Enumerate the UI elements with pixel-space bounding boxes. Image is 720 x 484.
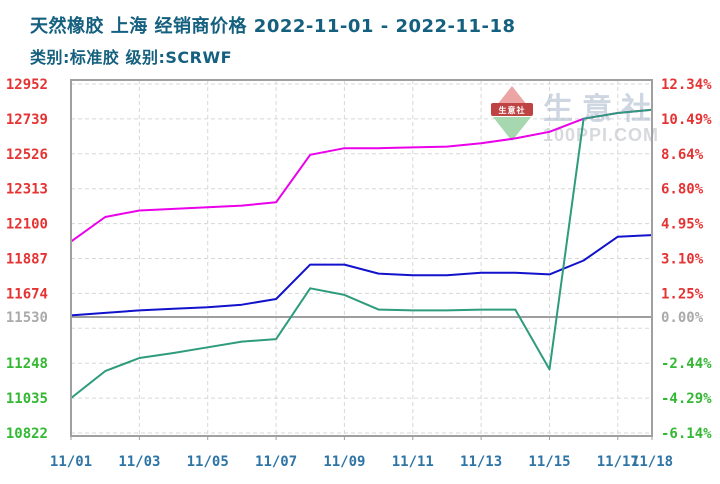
y-right-tick-label: 1.25%: [661, 286, 704, 302]
x-tick-label: 11/15: [528, 454, 570, 470]
y-right-tick-label: -6.14%: [661, 426, 712, 442]
y-left-tick-label: 12100: [6, 217, 48, 233]
y-right-tick-label: -2.44%: [661, 356, 712, 372]
mainstream-price-line: [70, 234, 653, 317]
high-price-line: [70, 108, 653, 243]
x-tick-label: 11/18: [631, 454, 673, 470]
low-price-line: [70, 108, 653, 399]
watermark-domain-text: 100PPI.COM: [543, 125, 659, 145]
logo-ribbon: [491, 103, 533, 116]
y-left-tick-label: 12739: [6, 112, 48, 128]
y-left-tick-label: 12313: [6, 182, 48, 198]
brand-logo-icon: 生意社: [491, 86, 533, 141]
y-right-tick-label: -4.29%: [661, 391, 712, 407]
y-right-tick-label: 4.95%: [661, 217, 704, 233]
logo-down-triangle: [493, 117, 531, 141]
x-tick-label: 11/09: [323, 454, 365, 470]
y-right-tick-label: 3.10%: [661, 252, 704, 268]
y-left-tick-label: 11887: [6, 252, 48, 268]
baseline-pct-label: 0.00%: [661, 310, 704, 326]
x-tick-label: 11/17: [597, 454, 639, 470]
y-right-tick-label: 12.34%: [661, 77, 712, 93]
y-left-tick-label: 12952: [6, 77, 48, 93]
y-left-tick-label: 11035: [6, 391, 48, 407]
chart-title: 天然橡胶 上海 经销商价格 2022-11-01 - 2022-11-18: [30, 16, 516, 37]
y-left-tick-label: 10822: [6, 426, 48, 442]
chart-subtitle: 类别:标准胶 级别:SCRWF: [30, 48, 233, 67]
y-right-tick-label: 8.64%: [661, 147, 704, 163]
logo-ribbon-text: 生意社: [499, 105, 526, 115]
watermark: 生意社 生意社 100PPI.COM: [491, 86, 660, 145]
x-tick-label: 11/01: [50, 454, 92, 470]
y-right-tick-label: 10.49%: [661, 112, 712, 128]
x-tick-label: 11/05: [187, 454, 229, 470]
y-right-tick-label: 6.80%: [661, 182, 704, 198]
y-left-tick-label: 11674: [6, 286, 48, 302]
price-lines: [70, 108, 653, 399]
watermark-brand-text: 生意社: [543, 92, 660, 127]
x-tick-label: 11/13: [460, 454, 502, 470]
baseline-price-label: 11530: [6, 310, 48, 326]
axis-labels: 12952 12.34% 12739 10.49% 12526 8.64% 12313 6.8…: [6, 77, 712, 470]
plot-border: [70, 79, 653, 437]
x-tick-label: 11/07: [255, 454, 297, 470]
x-tick-label: 11/11: [392, 454, 434, 470]
y-left-tick-label: 12526: [6, 147, 48, 163]
y-left-tick-label: 11248: [6, 356, 48, 372]
x-tick-label: 11/03: [118, 454, 160, 470]
